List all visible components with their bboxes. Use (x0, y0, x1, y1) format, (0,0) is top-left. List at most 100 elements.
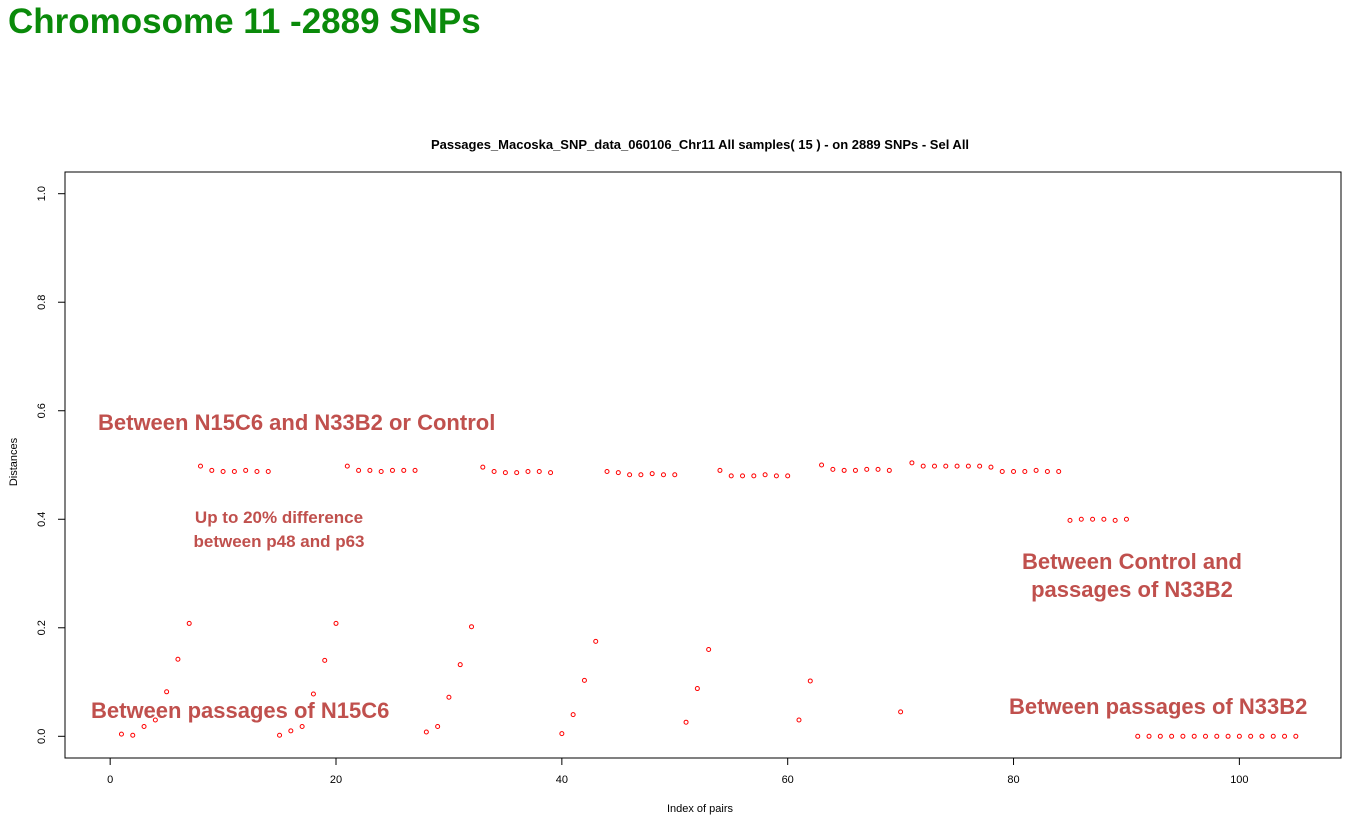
data-point (435, 724, 441, 730)
data-point (841, 467, 847, 473)
data-point (118, 731, 124, 737)
data-point (469, 624, 475, 630)
x-tick-label: 60 (782, 774, 794, 786)
data-point (548, 470, 554, 476)
data-point (1135, 733, 1141, 739)
annotation-control-n33b2-line1: Between Control and (1022, 549, 1242, 574)
x-axis: 0 20 40 60 80 100 (107, 757, 1249, 786)
data-point (1011, 469, 1017, 475)
data-point (1033, 467, 1039, 473)
data-point (367, 467, 373, 473)
data-point (423, 729, 429, 735)
data-point (446, 694, 452, 700)
data-point (1293, 733, 1299, 739)
data-point (277, 732, 283, 738)
data-point (886, 467, 892, 473)
data-point (999, 469, 1005, 475)
annotation-between-p48-p63: between p48 and p63 (194, 532, 365, 551)
data-point (344, 463, 350, 469)
data-points (118, 460, 1299, 739)
data-point (1157, 733, 1163, 739)
annotation-passages-n15c6: Between passages of N15C6 (91, 698, 389, 723)
annotation-between-groups: Between N15C6 and N33B2 or Control (98, 410, 495, 435)
y-tick-label: 1.0 (36, 186, 48, 201)
data-point (740, 473, 746, 479)
data-point (1169, 733, 1175, 739)
data-point (830, 466, 836, 472)
data-point (480, 464, 486, 470)
data-point (536, 469, 542, 475)
data-point (1078, 516, 1084, 522)
data-point (1225, 733, 1231, 739)
data-point (152, 717, 158, 723)
data-point (796, 717, 802, 723)
data-point (198, 463, 204, 469)
data-point (378, 469, 384, 475)
x-tick-label: 80 (1007, 774, 1019, 786)
data-point (1236, 733, 1242, 739)
data-point (988, 464, 994, 470)
data-point (502, 470, 508, 476)
data-point (243, 467, 249, 473)
data-point (130, 732, 136, 738)
data-point (1282, 733, 1288, 739)
data-point (1112, 517, 1118, 523)
data-point (706, 646, 712, 652)
data-point (728, 473, 734, 479)
data-point (310, 691, 316, 697)
annotation-control-n33b2-line2: passages of N33B2 (1031, 577, 1233, 602)
data-point (852, 467, 858, 473)
data-point (322, 657, 328, 663)
data-point (931, 463, 937, 469)
x-tick-label: 20 (330, 774, 342, 786)
data-point (457, 662, 463, 668)
annotation-passages-n33b2: Between passages of N33B2 (1009, 694, 1307, 719)
data-point (649, 471, 655, 477)
data-point (943, 463, 949, 469)
data-point (231, 469, 237, 475)
data-point (1101, 516, 1107, 522)
data-point (807, 678, 813, 684)
data-point (1214, 733, 1220, 739)
data-point (559, 731, 565, 737)
data-point (288, 728, 294, 734)
x-tick-label: 0 (107, 774, 113, 786)
data-point (1259, 733, 1265, 739)
data-point (1191, 733, 1197, 739)
data-point (627, 472, 633, 478)
data-point (604, 469, 610, 475)
data-point (977, 463, 983, 469)
data-point (819, 462, 825, 468)
data-point (875, 466, 881, 472)
data-point (1123, 516, 1129, 522)
data-point (920, 463, 926, 469)
data-point (570, 712, 576, 718)
y-axis-title: Distances (8, 437, 20, 486)
slide-title: Chromosome 11 -2889 SNPs (8, 2, 481, 41)
x-tick-label: 40 (556, 774, 568, 786)
data-point (299, 724, 305, 730)
data-point (175, 656, 181, 662)
data-point (683, 719, 689, 725)
chart-title: Passages_Macoska_SNP_data_060106_Chr11 A… (431, 137, 969, 152)
x-axis-title: Index of pairs (667, 803, 734, 815)
data-point (164, 689, 170, 695)
data-point (1090, 516, 1096, 522)
data-point (333, 620, 339, 626)
data-point (525, 469, 531, 475)
x-tick-label: 100 (1230, 774, 1248, 786)
data-point (762, 472, 768, 478)
data-point (864, 466, 870, 472)
y-tick-label: 0.8 (36, 295, 48, 310)
data-point (1022, 469, 1028, 475)
data-point (965, 463, 971, 469)
data-point (514, 470, 520, 476)
data-point (581, 677, 587, 683)
data-point (694, 686, 700, 692)
data-point (1056, 469, 1062, 475)
data-point (1044, 469, 1050, 475)
data-point (672, 472, 678, 478)
data-point (593, 638, 599, 644)
plot-frame (64, 171, 1342, 759)
data-point (412, 467, 418, 473)
